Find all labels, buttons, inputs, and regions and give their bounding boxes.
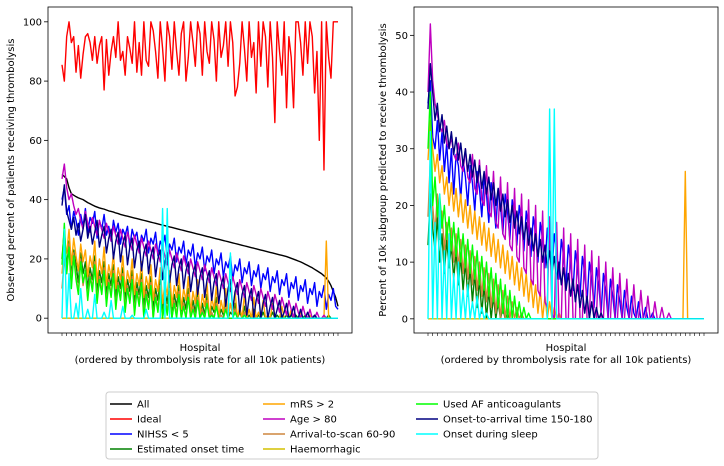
legend-entry: Age > 80	[263, 415, 337, 426]
y-tick-label: 0	[402, 314, 408, 325]
y-tick-label: 0	[36, 314, 42, 325]
legend-label: Age > 80	[290, 415, 337, 426]
y-tick-label: 20	[29, 254, 42, 265]
x-axis-title: (ordered by thrombolysis rate for all 10…	[75, 355, 326, 366]
legend-entry: All	[110, 400, 149, 411]
series-line-onset-during-sleep	[427, 108, 704, 320]
legend-label: NIHSS < 5	[137, 430, 189, 441]
legend-label: Onset-to-arrival time 150-180	[443, 415, 592, 426]
legend-label: Onset during sleep	[443, 430, 538, 441]
x-axis-title: (ordered by thrombolysis rate for all 10…	[441, 355, 692, 366]
legend-entry: Estimated onset time	[110, 445, 244, 456]
y-tick-label: 80	[29, 77, 42, 88]
series-line-onset-during-sleep	[61, 207, 338, 319]
legend-entry: Onset during sleep	[416, 430, 538, 441]
y-tick-label: 50	[395, 31, 408, 42]
y-tick-label: 30	[395, 144, 408, 155]
plot-frame	[47, 6, 353, 334]
legend-entry: NIHSS < 5	[110, 430, 189, 441]
legend-entry: Onset-to-arrival time 150-180	[416, 415, 592, 426]
y-tick-label: 100	[23, 17, 42, 28]
y-tick-label: 60	[29, 136, 42, 147]
chart-panel-1: 0 20 40 60 80 100 Hospital(ordered by thrombol…	[6, 6, 353, 366]
plot-frame	[413, 6, 719, 334]
legend-entry: Haemorrhagic	[263, 445, 361, 456]
legend-label: Haemorrhagic	[290, 445, 361, 456]
legend-label: Ideal	[137, 415, 161, 426]
y-tick-label: 40	[395, 88, 408, 99]
legend-label: Estimated onset time	[137, 445, 244, 456]
series-line-ideal	[61, 21, 338, 171]
legend-label: mRS > 2	[290, 400, 334, 411]
legend: All Ideal NIHSS < 5 Estimated onset time mRS…	[105, 391, 599, 460]
legend-entry: Used AF anticoagulants	[416, 400, 561, 411]
legend-label: All	[137, 400, 149, 411]
series-line-all	[61, 173, 339, 307]
y-tick-label: 20	[395, 201, 408, 212]
y-tick-label: 40	[29, 195, 42, 206]
y-axis-title: Percent of 10k subgroup predicted to rec…	[378, 23, 389, 316]
series-line-age-80	[61, 163, 338, 319]
chart-panel-2: 0 10 20 30 40 50 Hospital(ordered by thromboly…	[378, 6, 719, 366]
y-tick-label: 10	[395, 258, 408, 269]
legend-entry: Ideal	[110, 415, 161, 426]
legend-entry: Arrival-to-scan 60-90	[263, 430, 395, 441]
series-line-onset-to-arrival-time-150-180	[61, 184, 338, 319]
legend-label: Arrival-to-scan 60-90	[290, 430, 395, 441]
x-axis-title: Hospital	[180, 343, 221, 354]
legend-frame	[105, 391, 599, 460]
legend-entry: mRS > 2	[263, 400, 334, 411]
x-axis-title: Hospital	[546, 343, 587, 354]
y-axis-title: Observed percent of patients receiving t…	[6, 39, 17, 302]
legend-label: Used AF anticoagulants	[443, 400, 561, 411]
